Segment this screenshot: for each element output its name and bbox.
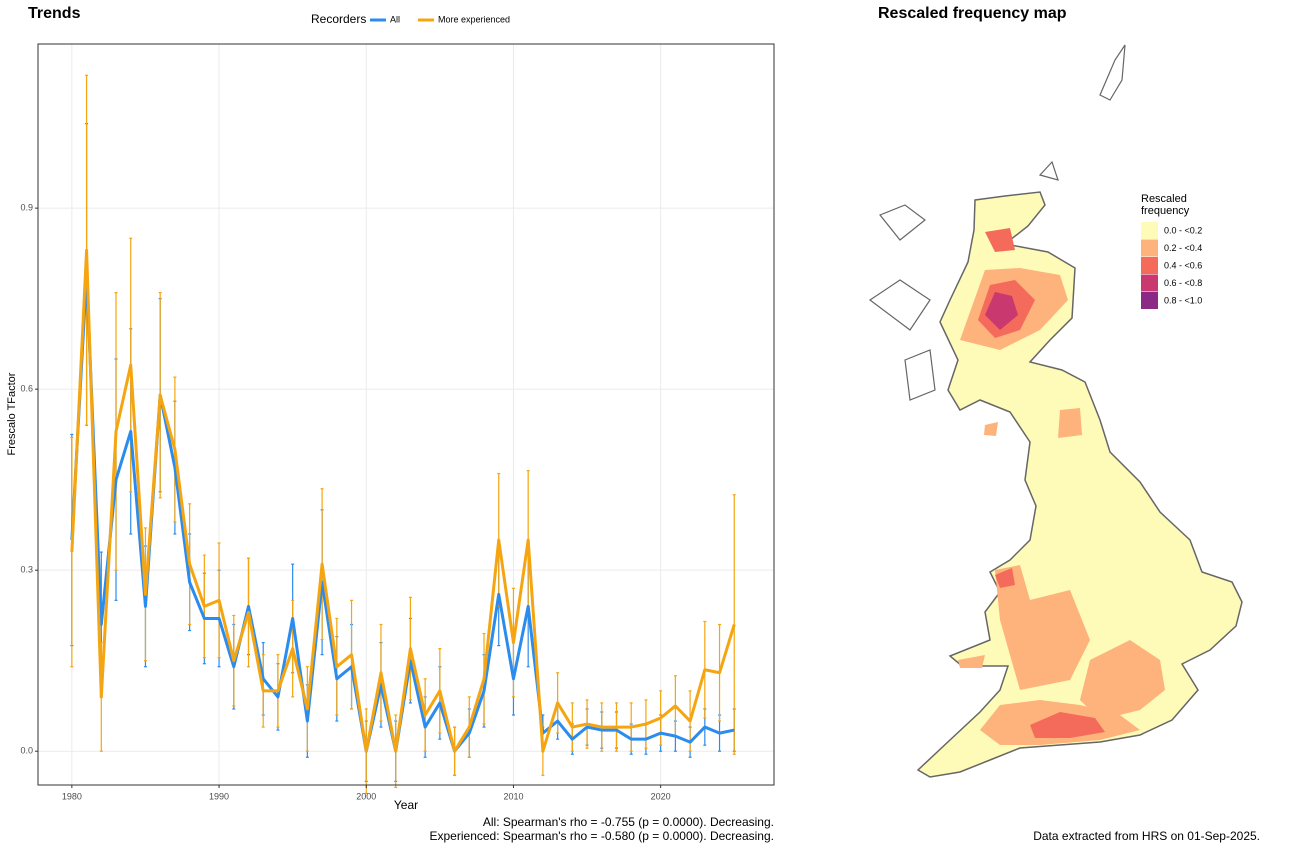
frequency-patch bbox=[995, 568, 1015, 588]
frequency-patch bbox=[985, 292, 1018, 330]
map-legend-label: 0.8 - <1.0 bbox=[1164, 295, 1202, 305]
series-line bbox=[70, 273, 735, 753]
legend-label: More experienced bbox=[438, 14, 510, 24]
map-legend-swatch bbox=[1141, 292, 1158, 309]
chart-title: Trends bbox=[28, 5, 81, 22]
frequency-patch bbox=[984, 408, 1082, 438]
legend-label: All bbox=[390, 14, 400, 24]
map-legend-label: 0.0 - <0.2 bbox=[1164, 225, 1202, 235]
annotation: All: Spearman's rho = -0.755 (p = 0.0000… bbox=[483, 815, 774, 829]
frequency-patch bbox=[995, 565, 1090, 690]
x-axis-title: Year bbox=[394, 798, 418, 812]
map-legend-title: frequency bbox=[1141, 205, 1190, 217]
x-tick-label: 1980 bbox=[62, 791, 82, 801]
y-tick-label: 0.9 bbox=[20, 203, 33, 213]
x-tick-label: 2000 bbox=[356, 791, 376, 801]
map-legend-label: 0.6 - <0.8 bbox=[1164, 278, 1202, 288]
map bbox=[868, 44, 1243, 778]
x-tick-label: 2010 bbox=[503, 791, 523, 801]
frequency-patch bbox=[985, 228, 1015, 252]
x-tick-label: 2020 bbox=[651, 791, 671, 801]
panel-border bbox=[37, 43, 775, 786]
y-tick-label: 0.0 bbox=[20, 746, 33, 756]
map-legend-swatch bbox=[1141, 222, 1158, 239]
y-tick-label: 0.6 bbox=[20, 384, 33, 394]
legend-title: Recorders bbox=[311, 12, 366, 26]
map-caption: Data extracted from HRS on 01-Sep-2025. bbox=[1033, 829, 1260, 843]
map-legend-swatch bbox=[1141, 239, 1158, 257]
map-legend-label: 0.2 - <0.4 bbox=[1164, 243, 1202, 253]
x-tick-label: 1990 bbox=[209, 791, 229, 801]
map-legend-title: Rescaled bbox=[1141, 193, 1187, 205]
frequency-patch bbox=[958, 655, 985, 668]
map-title: Rescaled frequency map bbox=[878, 5, 1067, 22]
y-tick-label: 0.3 bbox=[20, 565, 33, 575]
series-line bbox=[70, 248, 736, 753]
y-axis-title: Frescalo TFactor bbox=[6, 372, 18, 455]
map-legend-label: 0.4 - <0.6 bbox=[1164, 260, 1202, 270]
annotation: Experienced: Spearman's rho = -0.580 (p … bbox=[430, 829, 775, 843]
frequency-patch bbox=[1080, 640, 1165, 720]
map-legend-swatch bbox=[1141, 257, 1158, 274]
coastline bbox=[868, 44, 1126, 401]
frequency-patch bbox=[1030, 712, 1105, 738]
map-legend-swatch bbox=[1141, 274, 1158, 292]
